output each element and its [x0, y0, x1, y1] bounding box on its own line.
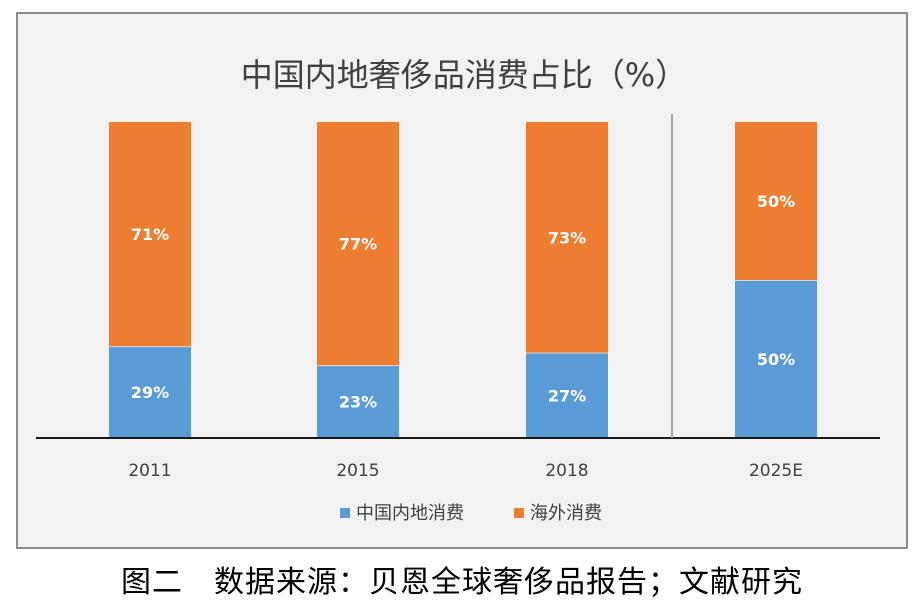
- data-label-2011-mainland: 29%: [131, 383, 169, 402]
- bar-segment-2025E-overseas: [735, 122, 817, 280]
- legend-swatch-mainland: [340, 508, 350, 518]
- legend-label-mainland: 中国内地消费: [356, 503, 464, 524]
- stacked-bar-chart: 中国内地奢侈品消费占比（%） 29%71%23%77%27%73%50%50% …: [36, 56, 880, 524]
- data-label-2018-mainland: 27%: [548, 386, 586, 405]
- bar-segment-2015-overseas: [317, 122, 399, 366]
- bar-segment-2015-mainland: [317, 365, 399, 438]
- bars-layer: [109, 122, 817, 438]
- data-label-2025E-overseas: 50%: [757, 192, 795, 211]
- data-label-2011-overseas: 71%: [131, 225, 169, 244]
- legend-swatch-overseas: [514, 508, 524, 518]
- data-label-2015-mainland: 23%: [339, 393, 377, 412]
- chart-frame: 中国内地奢侈品消费占比（%） 29% 71% 23% 77% 27% 73% 50% 50% …: [16, 12, 908, 549]
- figure-caption: 图二 数据来源：贝恩全球奢侈品报告；文献研究: [121, 565, 803, 600]
- bar-segment-2025E-mainland: [735, 280, 817, 438]
- data-label-2018-overseas: 73%: [548, 228, 586, 247]
- bar-segment-2011-mainland: [109, 346, 191, 438]
- data-label-2025E-mainland: 50%: [757, 350, 795, 369]
- legend-label-overseas: 海外消费: [530, 503, 602, 524]
- bar-segment-2018-overseas: [526, 122, 608, 353]
- bar-segment-2011-overseas: [109, 122, 191, 347]
- x-tick-label-2011: 2011: [128, 461, 171, 481]
- bar-segment-2018-mainland: [526, 352, 608, 438]
- x-tick-label-2015: 2015: [336, 461, 379, 481]
- labels-layer: 29% 71% 23% 77% 27% 73% 50% 50%: [131, 192, 795, 412]
- data-label-2015-overseas: 77%: [339, 235, 377, 254]
- legend: 中国内地消费 海外消费: [340, 503, 602, 524]
- x-tick-labels: 2011 2015 2018 2025E: [128, 461, 803, 481]
- x-tick-label-2025E: 2025E: [749, 461, 803, 481]
- chart-title: 中国内地奢侈品消费占比（%）: [241, 56, 687, 94]
- x-tick-label-2018: 2018: [545, 461, 588, 481]
